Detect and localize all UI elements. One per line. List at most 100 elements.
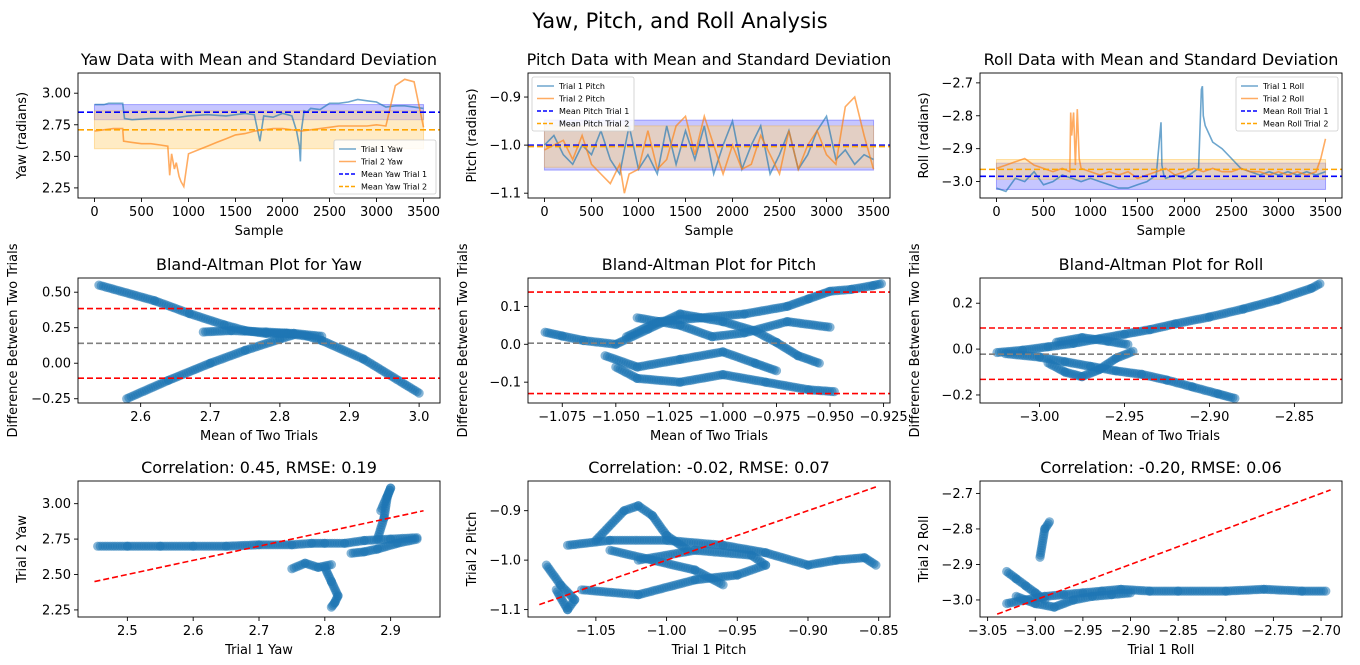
y-tick-label: −1.1 (489, 187, 521, 202)
scatter-point (825, 322, 835, 332)
scatter-point (317, 331, 327, 341)
x-tick-label: 2.8 (314, 624, 335, 639)
x-tick-label: −2.90 (1111, 624, 1151, 639)
scatter-point (829, 387, 839, 397)
legend-label: Mean Roll Trial 2 (1263, 120, 1328, 129)
x-axis-label: Sample (235, 224, 284, 239)
identity-line (996, 489, 1331, 615)
x-tick-label: −1.05 (576, 624, 616, 639)
plot-area (996, 489, 1331, 615)
x-tick-label: −1.025 (645, 410, 693, 425)
x-tick-label: 2000 (1168, 205, 1201, 220)
plot-area (78, 78, 440, 190)
scatter-point (376, 506, 386, 516)
x-tick-label: 2.5 (117, 624, 138, 639)
panel-ts-pitch: 0 500 1000 1500 2000 2500 3000 3500 −1.1 −1.0 −0.9… (465, 50, 891, 239)
x-tick-label: 2000 (716, 205, 749, 220)
y-axis-label: Trial 2 Yaw (15, 515, 30, 584)
y-tick-label: −3.0 (941, 175, 973, 190)
axes-frame (527, 480, 891, 618)
scatter-point (1123, 339, 1133, 350)
series-line-trial-2 (94, 78, 425, 190)
x-tick-label: −2.95 (1063, 624, 1103, 639)
panel-ba-pitch: −1.075 −1.050 −1.025 −1.000 −0.975 −0.950 −0.9… (456, 243, 908, 444)
y-tick-label: 3.00 (42, 87, 71, 102)
axes-frame (979, 480, 1343, 618)
legend-label: Trial 1 Pitch (558, 82, 605, 91)
x-tick-label: 2500 (313, 205, 346, 220)
y-tick-label: 2.50 (42, 150, 71, 165)
panel-title: Correlation: -0.20, RMSE: 0.06 (1040, 458, 1282, 477)
x-tick-label: 0 (992, 205, 1000, 220)
y-tick-label: 3.00 (42, 497, 71, 512)
y-tick-label: 2.50 (42, 568, 71, 583)
legend-label: Mean Yaw Trial 1 (361, 170, 427, 179)
x-axis-label: Trial 1 Yaw (224, 643, 293, 658)
x-tick-label: −2.90 (1190, 410, 1230, 425)
plot-area (980, 279, 1342, 403)
panel-title: Bland-Altman Plot for Pitch (602, 255, 817, 274)
legend: Trial 1 Roll Trial 2 Roll Mean Roll Trial … (1235, 76, 1339, 132)
panel-ba-roll: −3.00 −2.95 −2.90 −2.85 −0.2 0.0 0.2 Bland-Altm… (908, 243, 1343, 444)
axes-frame (77, 277, 441, 404)
legend-box (531, 76, 635, 132)
plot-area (528, 279, 890, 397)
legend-label: Trial 2 Yaw (360, 158, 403, 167)
panel-title: Correlation: -0.02, RMSE: 0.07 (588, 458, 830, 477)
x-tick-label: 2500 (763, 205, 796, 220)
y-tick-label: −3.0 (941, 593, 973, 608)
x-tick-label: 1000 (1074, 205, 1107, 220)
y-tick-label: 0.00 (42, 357, 71, 372)
x-tick-label: 2000 (266, 205, 299, 220)
legend-label: Trial 2 Roll (1262, 95, 1304, 104)
x-axis-label: Mean of Two Trials (200, 429, 318, 444)
panel-corr-roll: −3.05 −3.00 −2.95 −2.90 −2.85 −2.80 −2.75 −2.70… (917, 458, 1343, 658)
x-tick-label: 0 (540, 205, 548, 220)
y-tick-label: 2.75 (42, 118, 71, 133)
panel-ts-yaw: 0 500 1000 1500 2000 2500 3000 3500 2.25 2.50 2.75… (15, 50, 441, 239)
axes-frame (979, 72, 1343, 199)
scatter-point (326, 602, 336, 612)
axes-frame (527, 72, 891, 199)
x-tick-label: −1.075 (538, 410, 586, 425)
legend-label: Mean Yaw Trial 2 (361, 183, 427, 192)
y-tick-label: 2.25 (42, 603, 71, 618)
y-tick-label: −2.8 (941, 109, 973, 124)
series-line-trial-1 (996, 85, 1326, 193)
x-tick-label: −2.85 (1158, 624, 1198, 639)
x-tick-label: 2.9 (380, 624, 401, 639)
y-axis-label: Roll (radians) (917, 92, 932, 178)
x-tick-label: −3.05 (968, 624, 1008, 639)
x-tick-label: 2.8 (270, 410, 291, 425)
plot-area (93, 483, 424, 612)
y-tick-label: 2.75 (42, 533, 71, 548)
x-tick-label: 500 (129, 205, 154, 220)
y-axis-label: Trial 2 Pitch (465, 512, 480, 588)
x-tick-label: −0.975 (752, 410, 800, 425)
x-axis-label: Sample (685, 224, 734, 239)
y-tick-label: −1.0 (489, 139, 521, 154)
identity-line (539, 486, 877, 606)
x-tick-label: 2.7 (249, 624, 270, 639)
panel-title: Roll Data with Mean and Standard Deviati… (984, 50, 1339, 69)
x-tick-label: 500 (1031, 205, 1056, 220)
x-axis-label: Mean of Two Trials (650, 429, 768, 444)
x-tick-label: −1.000 (699, 410, 747, 425)
x-tick-label: 1500 (219, 205, 252, 220)
panel-ts-roll: 0 500 1000 1500 2000 2500 3000 3500 −3.0 −2.9 −2.8… (917, 50, 1343, 239)
x-tick-label: 3000 (810, 205, 843, 220)
y-tick-label: −1.0 (489, 554, 521, 569)
y-tick-label: 2.25 (42, 181, 71, 196)
scatter-point (1230, 393, 1240, 403)
axes-frame (979, 277, 1343, 404)
x-tick-label: 2.9 (339, 410, 360, 425)
x-tick-label: −0.95 (717, 624, 757, 639)
y-tick-label: −2.7 (941, 487, 973, 502)
x-tick-label: −2.70 (1301, 624, 1341, 639)
x-tick-label: 3000 (360, 205, 393, 220)
scatter-point (871, 560, 881, 570)
plot-area (980, 85, 1342, 193)
y-axis-label: Difference Between Two Trials (6, 243, 21, 437)
plot-area (539, 486, 881, 615)
